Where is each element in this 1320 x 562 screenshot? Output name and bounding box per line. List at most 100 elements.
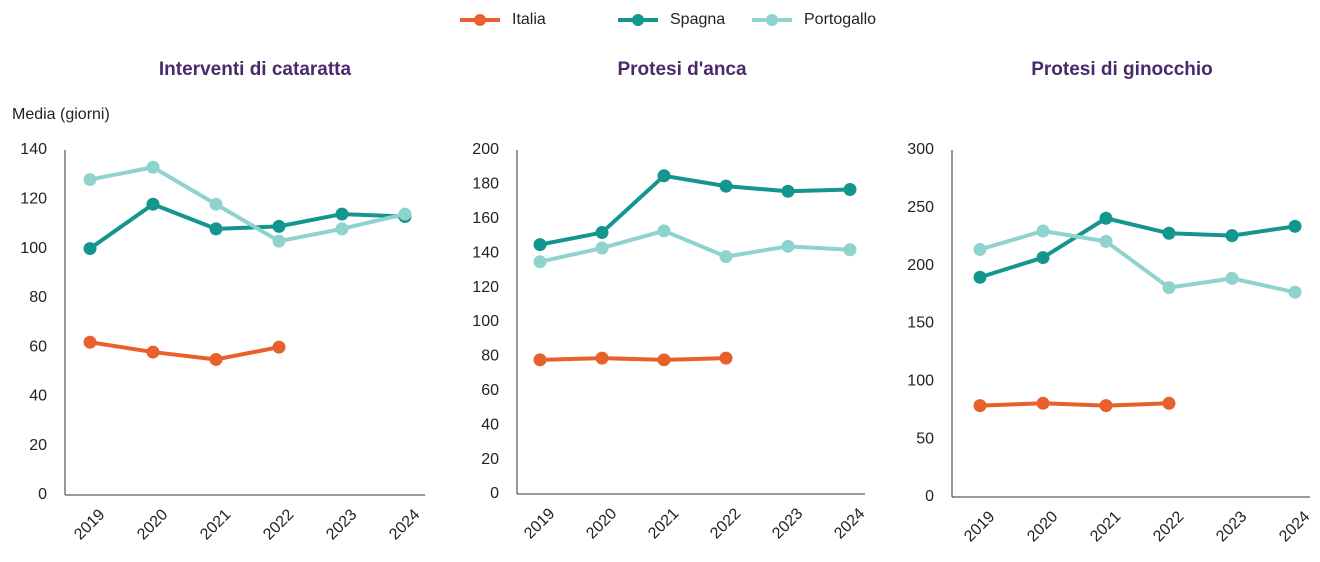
x-tick-label: 2020 <box>583 505 620 542</box>
y-tick-label: 100 <box>907 373 934 390</box>
point <box>272 340 286 354</box>
x-tick-label: 2021 <box>197 506 234 543</box>
x-tick-label: 2019 <box>521 505 558 542</box>
y-tick-label: 200 <box>472 141 499 158</box>
x-tick-label: 2020 <box>1024 508 1061 545</box>
point <box>719 250 733 264</box>
x-tick-label: 2019 <box>961 508 998 545</box>
x-tick-label: 2024 <box>1276 508 1313 545</box>
point <box>83 335 97 349</box>
y-tick-label: 160 <box>472 210 499 227</box>
point <box>146 197 160 211</box>
y-tick-label: 60 <box>29 338 47 355</box>
point <box>83 173 97 187</box>
legend-label: Spagna <box>670 11 725 28</box>
point <box>1225 271 1239 285</box>
point <box>719 179 733 193</box>
x-tick-label: 2022 <box>1150 508 1187 545</box>
point <box>533 238 547 252</box>
series-line <box>539 356 727 362</box>
point <box>272 219 286 233</box>
x-tick-label: 2020 <box>134 506 171 543</box>
point <box>335 207 349 221</box>
y-tick-label: 60 <box>481 382 499 399</box>
point <box>1288 219 1302 233</box>
chart-title: Interventi di cataratta <box>159 59 352 80</box>
point <box>209 222 223 236</box>
x-tick-label: 2021 <box>645 505 682 542</box>
point <box>657 169 671 183</box>
point <box>843 243 857 257</box>
y-axis-label: Media (giorni) <box>12 106 110 123</box>
point <box>146 160 160 174</box>
y-tick-label: 20 <box>481 451 499 468</box>
legend-label: Italia <box>512 11 546 28</box>
point <box>595 226 609 240</box>
chart-title: Protesi d'anca <box>617 59 747 80</box>
legend-label: Portogallo <box>804 11 876 28</box>
y-tick-label: 150 <box>907 315 934 332</box>
point <box>781 239 795 253</box>
x-tick-label: 2024 <box>386 506 423 543</box>
point <box>657 353 671 367</box>
point <box>83 242 97 256</box>
y-tick-label: 80 <box>29 289 47 306</box>
point <box>973 399 987 413</box>
y-tick-label: 250 <box>907 199 934 216</box>
point <box>398 207 412 221</box>
point <box>209 352 223 366</box>
series-line <box>979 228 1296 295</box>
point <box>1099 399 1113 413</box>
y-tick-label: 40 <box>29 388 47 405</box>
series-line <box>89 340 280 362</box>
y-tick-label: 0 <box>38 486 47 503</box>
y-tick-label: 140 <box>20 141 47 158</box>
point <box>657 224 671 238</box>
x-tick-label: 2022 <box>260 506 297 543</box>
point <box>1036 224 1050 238</box>
y-tick-label: 100 <box>472 313 499 330</box>
point <box>272 234 286 248</box>
x-tick-label: 2022 <box>707 505 744 542</box>
series-line <box>979 401 1170 408</box>
y-tick-label: 120 <box>20 191 47 208</box>
point <box>1225 229 1239 243</box>
y-tick-label: 180 <box>472 176 499 193</box>
y-tick-label: 200 <box>907 257 934 274</box>
legend-marker <box>632 14 644 26</box>
y-tick-label: 100 <box>20 240 47 257</box>
point <box>1036 396 1050 410</box>
y-tick-label: 0 <box>490 485 499 502</box>
series-line <box>979 216 1296 280</box>
point <box>973 242 987 256</box>
point <box>209 197 223 211</box>
y-tick-label: 80 <box>481 348 499 365</box>
point <box>1036 251 1050 265</box>
y-tick-label: 0 <box>925 488 934 505</box>
chart-title: Protesi di ginocchio <box>1031 59 1213 80</box>
point <box>1162 226 1176 240</box>
point <box>595 241 609 255</box>
series-line <box>88 202 406 251</box>
y-tick-label: 20 <box>29 437 47 454</box>
y-tick-label: 140 <box>472 244 499 261</box>
point <box>843 183 857 197</box>
point <box>781 184 795 198</box>
y-tick-label: 40 <box>481 416 499 433</box>
legend-marker <box>474 14 486 26</box>
point <box>533 255 547 269</box>
y-tick-label: 120 <box>472 279 499 296</box>
x-tick-label: 2023 <box>769 505 806 542</box>
x-tick-label: 2023 <box>1213 508 1250 545</box>
series-line <box>89 165 406 244</box>
point <box>595 351 609 365</box>
point <box>1099 211 1113 225</box>
point <box>1162 281 1176 295</box>
x-tick-label: 2019 <box>71 506 108 543</box>
point <box>1099 234 1113 248</box>
y-tick-label: 300 <box>907 141 934 158</box>
point <box>533 353 547 367</box>
point <box>1162 396 1176 410</box>
point <box>335 222 349 236</box>
